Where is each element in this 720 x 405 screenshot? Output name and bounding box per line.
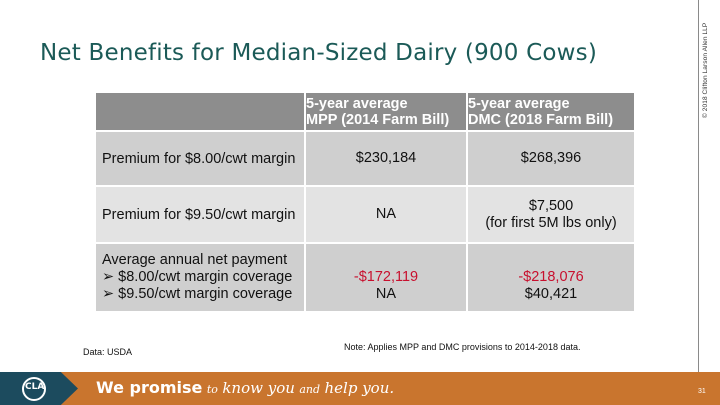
cell-mpp-value: NA	[375, 286, 397, 302]
table-row: Premium for $9.50/cwt margin NA $7,500 (…	[96, 185, 634, 243]
footer-bar: CLA We promise to know you and help you.…	[0, 372, 720, 405]
cell-mpp: -$172,119 NA	[304, 242, 467, 311]
cell-dmc-value: $7,500	[528, 197, 574, 214]
header-blank-cell	[96, 93, 305, 131]
cell-mpp-value-negative: -$172,119	[353, 269, 419, 285]
copyright-notice: © 2018 Clifton Larson Allen LLP	[702, 22, 709, 118]
cla-logo-icon	[22, 377, 46, 401]
header-mpp-line2: MPP (2014 Farm Bill)	[306, 111, 450, 128]
comparison-table: 5-year average MPP (2014 Farm Bill) 5-ye…	[96, 93, 634, 311]
row-label-main: Average annual net payment	[102, 252, 288, 268]
cell-mpp: $230,184	[304, 130, 467, 186]
cell-dmc-value-negative: -$218,076	[518, 269, 584, 285]
slogan-help-you: help you.	[324, 379, 395, 397]
row-label: Premium for $9.50/cwt margin	[96, 185, 305, 243]
table-header-row: 5-year average MPP (2014 Farm Bill) 5-ye…	[96, 93, 634, 131]
cell-dmc-value: $40,421	[524, 286, 578, 302]
slogan-know-you: know you	[222, 379, 295, 397]
row-label: Average annual net payment ➢ $8.00/cwt m…	[96, 242, 305, 311]
logo-text: CLA	[25, 382, 45, 392]
cell-dmc: $7,500 (for first 5M lbs only)	[466, 185, 634, 243]
footnote: Note: Applies MPP and DMC provisions to …	[344, 342, 581, 352]
table-row: Premium for $8.00/cwt margin $230,184 $2…	[96, 130, 634, 186]
slogan-to: to	[206, 383, 218, 396]
row-label: Premium for $8.00/cwt margin	[96, 130, 305, 186]
cell-dmc: $268,396	[466, 130, 634, 186]
row-sub-item: ➢ $9.50/cwt margin coverage	[102, 286, 293, 302]
data-source: Data: USDA	[83, 347, 133, 357]
slogan-and: and	[299, 383, 321, 396]
slogan: We promise to know you and help you.	[96, 378, 394, 398]
table-row: Average annual net payment ➢ $8.00/cwt m…	[96, 242, 634, 311]
header-dmc: 5-year average DMC (2018 Farm Bill)	[466, 93, 634, 131]
header-mpp: 5-year average MPP (2014 Farm Bill)	[304, 93, 467, 131]
slogan-we-promise: We promise	[96, 378, 203, 397]
slide-title: Net Benefits for Median-Sized Dairy (900…	[40, 40, 598, 66]
row-sub-item: ➢ $8.00/cwt margin coverage	[102, 269, 293, 285]
header-dmc-line2: DMC (2018 Farm Bill)	[468, 111, 614, 128]
vertical-divider	[698, 0, 699, 372]
cell-dmc: -$218,076 $40,421	[466, 242, 634, 311]
header-mpp-line1: 5-year average	[306, 95, 408, 112]
header-dmc-line1: 5-year average	[468, 95, 570, 112]
cell-mpp: NA	[304, 185, 467, 243]
cell-dmc-subnote: (for first 5M lbs only)	[485, 214, 617, 231]
page-number: 31	[698, 388, 706, 395]
